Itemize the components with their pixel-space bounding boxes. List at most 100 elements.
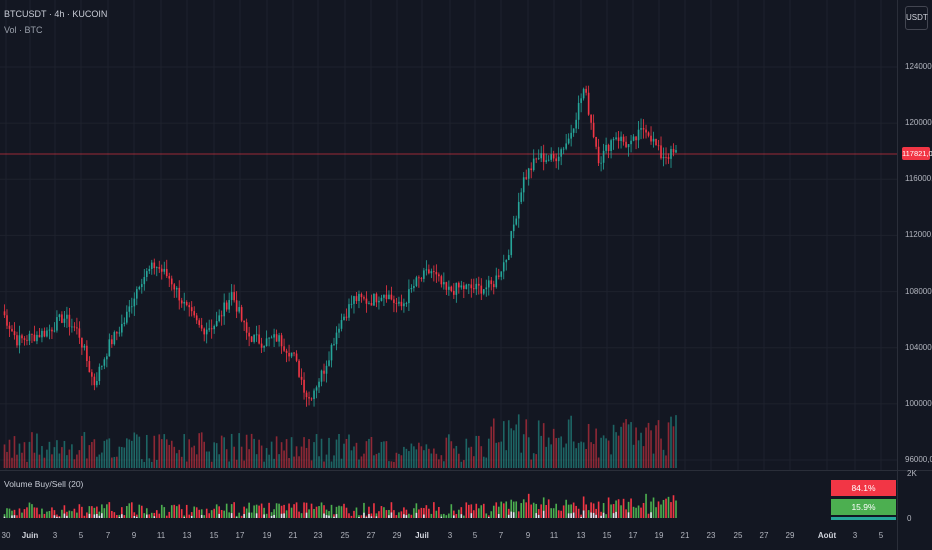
candle-body [395, 302, 398, 304]
buy-sell-bar [650, 512, 652, 518]
candle-body [303, 379, 305, 393]
candle-body [438, 274, 440, 277]
buy-sell-bar [263, 514, 265, 518]
volume-bar [33, 452, 36, 468]
pane-separator [0, 470, 932, 471]
volume-bar [620, 426, 622, 468]
volume-bar [527, 437, 530, 468]
candle-body [76, 327, 78, 329]
volume-legend[interactable]: Vol · BTC [4, 25, 43, 35]
buy-sell-bar [333, 514, 335, 518]
candle-body [617, 137, 620, 141]
buy-sell-bar [480, 505, 483, 518]
volume-bar [195, 454, 198, 468]
volume-bar [602, 435, 605, 468]
buy-sell-bar [51, 507, 53, 518]
buy-sell-bar [175, 506, 178, 518]
candle-body [355, 296, 358, 302]
buy-sell-bar [345, 507, 348, 518]
indicator-title[interactable]: Volume Buy/Sell (20) [4, 479, 84, 489]
time-tick-label: 7 [105, 531, 111, 540]
volume-max-label: 2K [907, 469, 917, 478]
buy-sell-bar [155, 510, 158, 518]
candle-body [602, 150, 605, 163]
candle-body [615, 137, 617, 140]
volume-bar [91, 442, 93, 468]
buy-sell-bar [607, 497, 610, 518]
buy-sell-bar [240, 515, 243, 518]
currency-button[interactable]: USDT [905, 6, 928, 30]
volume-bar [507, 420, 510, 468]
time-tick-label: 3 [52, 531, 58, 540]
volume-bar [562, 447, 565, 468]
volume-bar [448, 434, 450, 468]
volume-bar [210, 461, 213, 468]
candle-body [245, 322, 248, 333]
price-tick-label: 124000,0 [905, 62, 932, 71]
candle-body [260, 343, 263, 348]
candle-body [640, 128, 642, 130]
volume-bar [135, 434, 138, 468]
buy-sell-bar [13, 515, 16, 518]
candle-body [370, 303, 373, 306]
candle-body [485, 287, 488, 290]
volume-bar [121, 446, 123, 468]
candle-body [430, 271, 433, 274]
volume-bar [275, 436, 278, 468]
volume-bar [330, 461, 333, 468]
buy-sell-bar [223, 510, 225, 518]
volume-bar [338, 433, 340, 468]
candle-body [111, 339, 113, 345]
volume-bar [610, 454, 612, 468]
volume-bar [280, 442, 283, 468]
buy-sell-bar [602, 503, 605, 518]
candle-body [458, 282, 460, 288]
buy-sell-bar [143, 513, 146, 518]
volume-bar [550, 444, 552, 468]
buy-sell-bar [101, 513, 103, 518]
buy-sell-bar [338, 505, 340, 518]
candle-body [418, 277, 420, 279]
buy-sell-bar [450, 504, 453, 518]
buy-sell-bar [463, 515, 465, 518]
candle-body [140, 284, 143, 288]
candle-body [405, 303, 408, 304]
candle-body [445, 282, 448, 290]
buy-sell-bar [208, 513, 211, 518]
buy-sell-bar [255, 513, 258, 518]
candle-body [662, 156, 665, 159]
buy-sell-bar [183, 515, 186, 518]
buy-sell-bar [570, 513, 572, 518]
volume-bar [6, 451, 8, 468]
candle-body [512, 224, 515, 232]
buy-sell-bar [602, 512, 605, 518]
volume-bar [3, 444, 6, 468]
buy-sell-bar [612, 504, 615, 518]
buy-sell-bar [133, 516, 136, 518]
buy-sell-bar [16, 515, 18, 518]
candle-body [320, 370, 323, 382]
volume-bar [268, 454, 270, 468]
volume-bar [143, 461, 146, 468]
buy-sell-bar [255, 504, 258, 518]
buy-sell-bar [505, 501, 508, 518]
candle-body [280, 335, 283, 347]
buy-sell-bar [485, 513, 488, 518]
volume-bar [640, 432, 642, 468]
indicator-strip [831, 517, 896, 520]
buy-sell-bar [620, 505, 622, 518]
volume-bar [433, 448, 435, 468]
symbol-title[interactable]: BTCUSDT · 4h · KUCOIN [4, 9, 108, 19]
volume-bar [512, 430, 515, 468]
buy-sell-bar [116, 515, 118, 518]
buy-sell-bar [243, 514, 245, 518]
buy-sell-bar [443, 513, 445, 518]
buy-sell-bar [515, 501, 518, 518]
chart-grid [0, 0, 897, 470]
buy-sell-bar [592, 512, 595, 518]
buy-sell-bar [555, 503, 557, 518]
candle-body [11, 328, 13, 332]
volume-bar [208, 451, 211, 468]
candle-body [18, 335, 21, 346]
